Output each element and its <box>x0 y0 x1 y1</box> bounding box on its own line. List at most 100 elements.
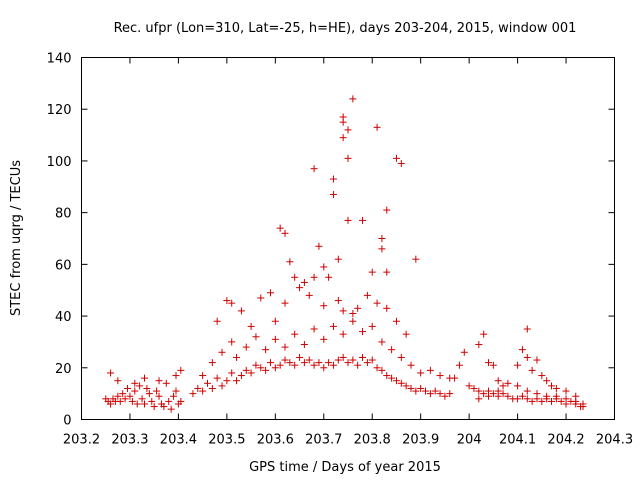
data-point <box>538 397 546 405</box>
data-point <box>199 387 207 395</box>
data-point <box>436 372 444 380</box>
data-points <box>102 95 587 413</box>
data-point <box>233 377 241 385</box>
data-point <box>572 397 580 405</box>
data-point <box>252 333 260 341</box>
data-point <box>242 343 250 351</box>
x-tick-label: 203.5 <box>208 433 245 448</box>
data-point <box>170 392 178 400</box>
y-tick-label: 140 <box>47 52 72 67</box>
data-point <box>310 361 318 369</box>
data-point <box>172 372 180 380</box>
data-point <box>228 369 236 377</box>
data-point <box>402 382 410 390</box>
data-point <box>383 268 391 276</box>
data-point <box>281 356 289 364</box>
data-point <box>189 390 197 398</box>
data-point <box>339 118 347 126</box>
data-point <box>465 382 473 390</box>
data-point <box>286 258 294 266</box>
x-tick-label: 203.4 <box>160 433 197 448</box>
y-tick-label: 60 <box>55 258 72 273</box>
data-point <box>228 299 236 307</box>
x-tick-label: 203.9 <box>402 433 439 448</box>
data-point <box>378 245 386 253</box>
data-point <box>223 377 231 385</box>
data-point <box>480 330 488 338</box>
data-point <box>548 382 556 390</box>
data-point <box>480 390 488 398</box>
x-tick-label: 203.3 <box>111 433 148 448</box>
data-point <box>320 302 328 310</box>
x-tick-label: 203.8 <box>354 433 391 448</box>
data-point <box>329 361 337 369</box>
data-point <box>426 390 434 398</box>
data-point <box>436 390 444 398</box>
data-point <box>276 361 284 369</box>
data-point <box>281 343 289 351</box>
data-point <box>489 361 497 369</box>
data-point <box>422 387 430 395</box>
data-point <box>373 364 381 372</box>
data-point <box>257 364 265 372</box>
data-point <box>339 134 347 142</box>
data-point <box>131 387 139 395</box>
data-point <box>514 395 522 403</box>
data-point <box>121 395 129 403</box>
data-point <box>114 377 122 385</box>
data-point <box>271 364 279 372</box>
data-point <box>237 372 245 380</box>
data-point <box>213 317 221 325</box>
data-point <box>426 366 434 374</box>
data-point <box>218 382 226 390</box>
data-point <box>383 206 391 214</box>
data-point <box>266 359 274 367</box>
data-point <box>562 387 570 395</box>
data-point <box>150 403 158 411</box>
data-point <box>114 392 122 400</box>
y-tick-label: 0 <box>63 414 71 429</box>
data-point <box>344 359 352 367</box>
data-point <box>257 294 265 302</box>
data-point <box>388 374 396 382</box>
x-tick-label: 204.2 <box>547 433 584 448</box>
data-point <box>291 330 299 338</box>
data-point <box>218 348 226 356</box>
data-point <box>368 356 376 364</box>
data-point <box>276 224 284 232</box>
data-point <box>237 307 245 315</box>
data-point <box>518 392 526 400</box>
data-point <box>334 297 342 305</box>
data-point <box>378 338 386 346</box>
data-point <box>392 317 400 325</box>
y-tick-label: 80 <box>55 207 72 222</box>
data-point <box>286 359 294 367</box>
data-point <box>397 379 405 387</box>
data-point <box>116 397 124 405</box>
data-point <box>155 392 163 400</box>
data-point <box>310 165 318 173</box>
data-point <box>344 126 352 134</box>
data-point <box>373 299 381 307</box>
data-point <box>266 289 274 297</box>
y-axis-label: STEC from uqrg / TECUs <box>9 160 24 316</box>
data-point <box>334 356 342 364</box>
data-point <box>124 384 132 392</box>
data-point <box>548 397 556 405</box>
data-point <box>145 390 153 398</box>
data-point <box>470 384 478 392</box>
data-point <box>579 403 587 411</box>
data-point <box>378 366 386 374</box>
data-point <box>296 353 304 361</box>
data-point <box>407 361 415 369</box>
data-point <box>119 390 127 398</box>
data-point <box>417 384 425 392</box>
data-point <box>368 268 376 276</box>
data-point <box>552 392 560 400</box>
data-point <box>363 359 371 367</box>
data-point <box>271 335 279 343</box>
data-point <box>315 242 323 250</box>
data-point <box>349 317 357 325</box>
data-point <box>172 387 180 395</box>
data-point <box>247 322 255 330</box>
